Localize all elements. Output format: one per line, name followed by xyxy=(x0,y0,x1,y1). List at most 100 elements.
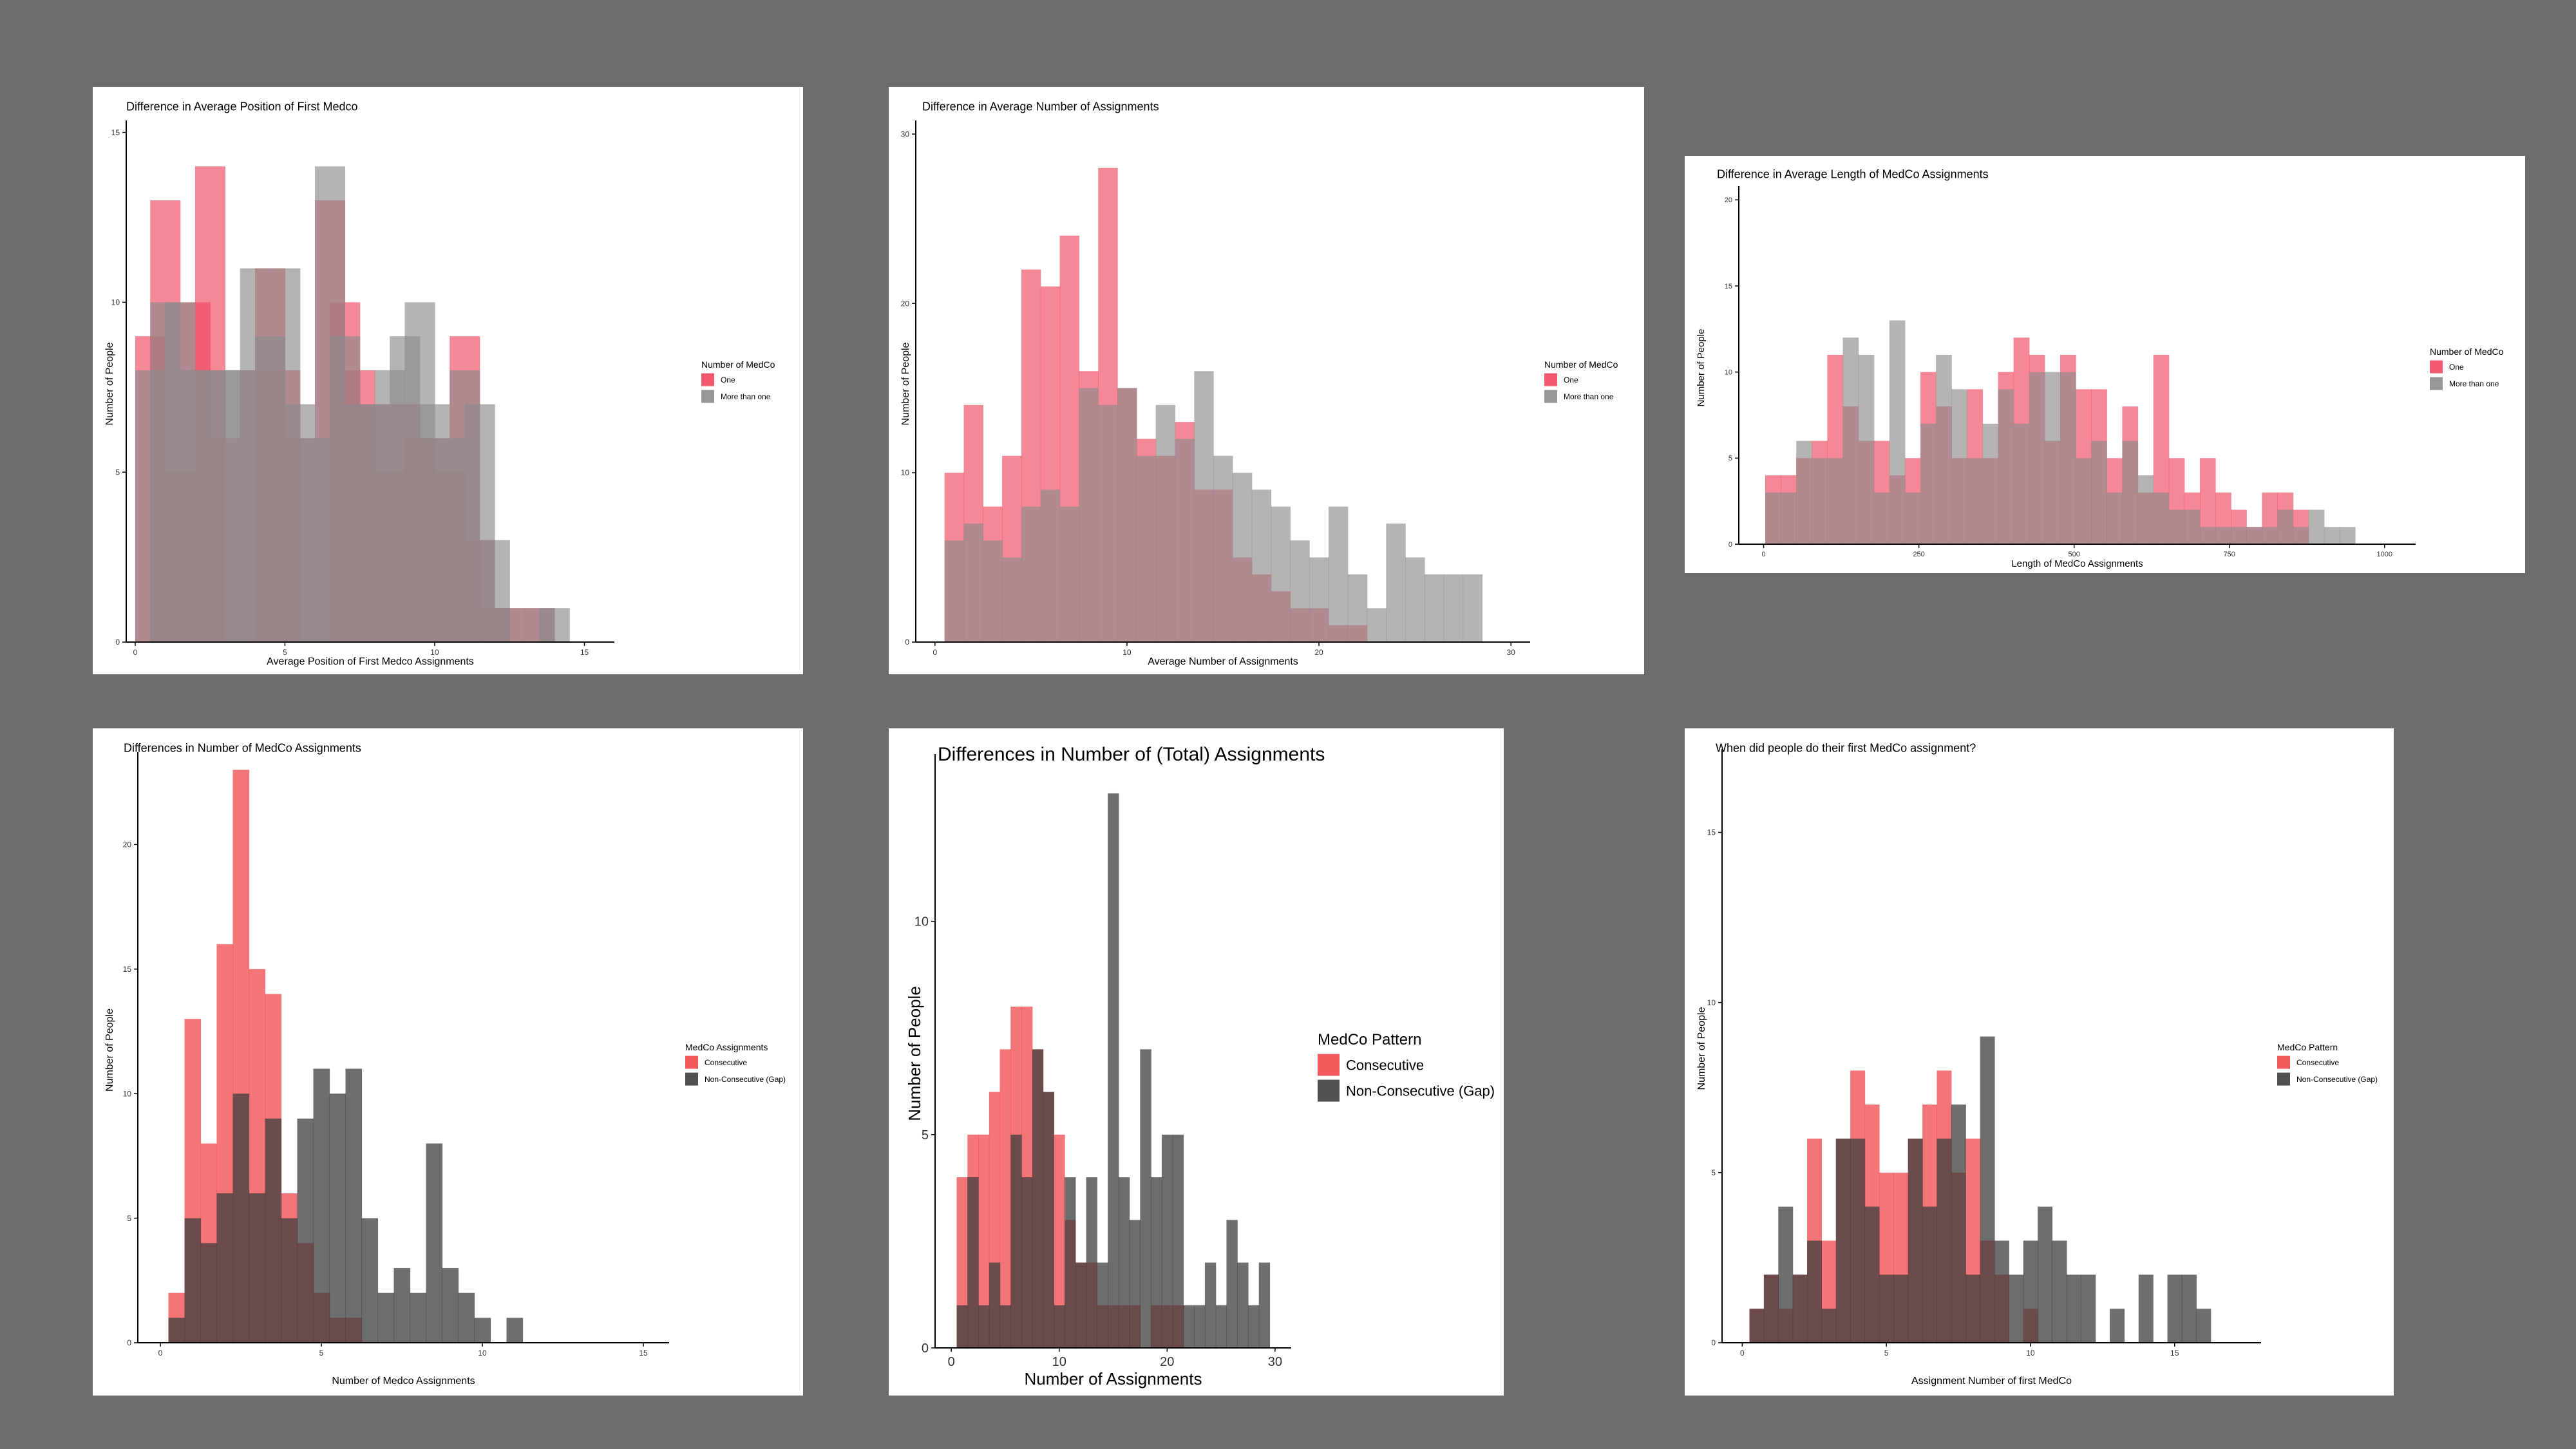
legend-label-1: More than one xyxy=(2449,379,2499,388)
bar-series1-12 xyxy=(1951,389,1967,544)
legend-swatch-1 xyxy=(1544,390,1557,403)
bar-series1-4 xyxy=(232,1094,250,1343)
bar-series1-17 xyxy=(1994,1240,2009,1343)
bar-series0-4 xyxy=(999,1049,1011,1348)
bar-series1-9 xyxy=(1879,1274,1894,1343)
bar-series1-0 xyxy=(956,1305,968,1348)
bar-series1-2 xyxy=(1796,440,1812,544)
bars xyxy=(944,167,1483,643)
y-tick-label: 5 xyxy=(1711,1168,1716,1177)
bar-series1-1 xyxy=(963,523,983,642)
x-tick-label: 0 xyxy=(933,648,937,657)
chart-title: Differences in Number of MedCo Assignmen… xyxy=(124,741,361,754)
bar-series1-23 xyxy=(2122,440,2139,544)
bars xyxy=(956,793,1271,1348)
bar-series1-18 xyxy=(2044,372,2061,544)
bar-series1-16 xyxy=(1251,489,1272,642)
chart-title: Difference in Average Number of Assignme… xyxy=(922,100,1159,113)
legend-label-1: Non-Consecutive (Gap) xyxy=(2297,1075,2378,1084)
chart-title: Difference in Average Length of MedCo As… xyxy=(1717,167,1989,180)
y-tick-label: 10 xyxy=(914,915,929,929)
bar-series1-24 xyxy=(2137,475,2154,544)
bar-series1-9 xyxy=(1054,1305,1065,1348)
bars xyxy=(1749,1036,2211,1343)
y-tick-label: 5 xyxy=(127,1214,131,1223)
bar-series1-5 xyxy=(1821,1309,1837,1343)
bar-series1-18 xyxy=(2009,1274,2024,1343)
y-tick-label: 10 xyxy=(123,1089,132,1098)
bar-series1-7 xyxy=(281,1218,298,1343)
bar-series1-4 xyxy=(999,1305,1011,1348)
x-tick-label: 15 xyxy=(580,648,589,657)
bar-series1-25 xyxy=(2110,1309,2125,1343)
bar-series1-20 xyxy=(2038,1206,2053,1343)
bar-series1-17 xyxy=(2029,372,2045,544)
y-tick-label: 20 xyxy=(1725,196,1732,204)
y-tick-label: 10 xyxy=(1707,998,1716,1007)
bar-series1-28 xyxy=(1258,1262,1271,1348)
x-tick-label: 0 xyxy=(158,1349,163,1358)
bar-series1-12 xyxy=(1175,439,1195,642)
bar-series1-29 xyxy=(2215,527,2231,544)
bar-series1-21 xyxy=(1347,574,1368,642)
x-tick-label: 10 xyxy=(1052,1355,1066,1369)
legend-swatch-0 xyxy=(2430,360,2443,374)
bar-series1-29 xyxy=(2167,1274,2183,1343)
bar-series1-14 xyxy=(1982,423,1999,544)
bar-series1-18 xyxy=(458,1293,475,1343)
y-tick-label: 5 xyxy=(922,1128,929,1142)
bar-series1-16 xyxy=(1980,1036,1995,1343)
bar-series1-27 xyxy=(2138,1274,2154,1343)
bar-series1-27 xyxy=(1463,574,1483,642)
y-tick-label: 20 xyxy=(901,299,910,308)
bar-series1-31 xyxy=(2246,527,2262,544)
x-axis-label: Assignment Number of first MedCo xyxy=(1911,1376,2072,1387)
bar-series1-21 xyxy=(2052,1240,2067,1343)
y-tick-label: 0 xyxy=(1711,1338,1716,1347)
legend-swatch-0 xyxy=(685,1056,698,1069)
bar-series1-27 xyxy=(1247,1305,1260,1348)
x-tick-label: 10 xyxy=(2026,1349,2035,1358)
x-axis-label: Average Number of Assignments xyxy=(1148,656,1298,667)
bar-series1-7 xyxy=(1032,1049,1044,1348)
legend-swatch-0 xyxy=(1544,373,1557,386)
y-tick-label: 0 xyxy=(127,1338,131,1347)
bar-series1-5 xyxy=(1040,489,1061,642)
bars xyxy=(1765,320,2356,544)
legend-swatch-0 xyxy=(2277,1056,2290,1069)
y-axis-label: Number of People xyxy=(104,342,115,425)
bar-series1-33 xyxy=(2277,509,2294,544)
bar-series1-2 xyxy=(978,1305,990,1348)
bar-series1-7 xyxy=(1873,492,1890,544)
bar-series1-15 xyxy=(1118,1177,1130,1348)
bar-series1-13 xyxy=(1097,1262,1108,1348)
x-tick-label: 750 xyxy=(2224,551,2235,558)
x-tick-label: 15 xyxy=(2170,1349,2179,1358)
y-tick-label: 15 xyxy=(1707,828,1716,837)
bar-series1-37 xyxy=(2339,527,2356,544)
bar-series1-23 xyxy=(2081,1274,2096,1343)
x-tick-label: 20 xyxy=(1160,1355,1174,1369)
legend-label-0: One xyxy=(721,375,735,384)
legend-label-1: Non-Consecutive (Gap) xyxy=(705,1075,786,1084)
bar-series1-26 xyxy=(2168,509,2185,544)
bar-series0-0 xyxy=(956,1177,968,1348)
bar-series1-14 xyxy=(1108,793,1119,1348)
x-tick-label: 0 xyxy=(948,1355,955,1369)
bar-series1-5 xyxy=(249,1193,266,1343)
bar-series1-9 xyxy=(313,1068,330,1343)
y-axis-label: Number of People xyxy=(905,986,924,1121)
chart-title: Difference in Average Position of First … xyxy=(126,100,358,113)
bar-series1-28 xyxy=(2199,527,2216,544)
bar-series1-11 xyxy=(1075,1262,1087,1348)
bar-series1-21 xyxy=(2091,440,2107,544)
bar-series1-18 xyxy=(1151,1177,1162,1348)
bar-series1-10 xyxy=(1136,455,1157,642)
chart-svg: 0 250 500 750 1000 0 5 10 15 20 Difference in Aver… xyxy=(1696,167,2504,569)
bar-series1-34 xyxy=(2293,527,2309,544)
y-tick-label: 15 xyxy=(111,128,120,137)
bar-series1-5 xyxy=(1010,1134,1022,1348)
bar-series1-10 xyxy=(1893,1274,1909,1343)
legend-label-0: One xyxy=(1564,375,1578,384)
bar-series1-10 xyxy=(1920,423,1937,544)
